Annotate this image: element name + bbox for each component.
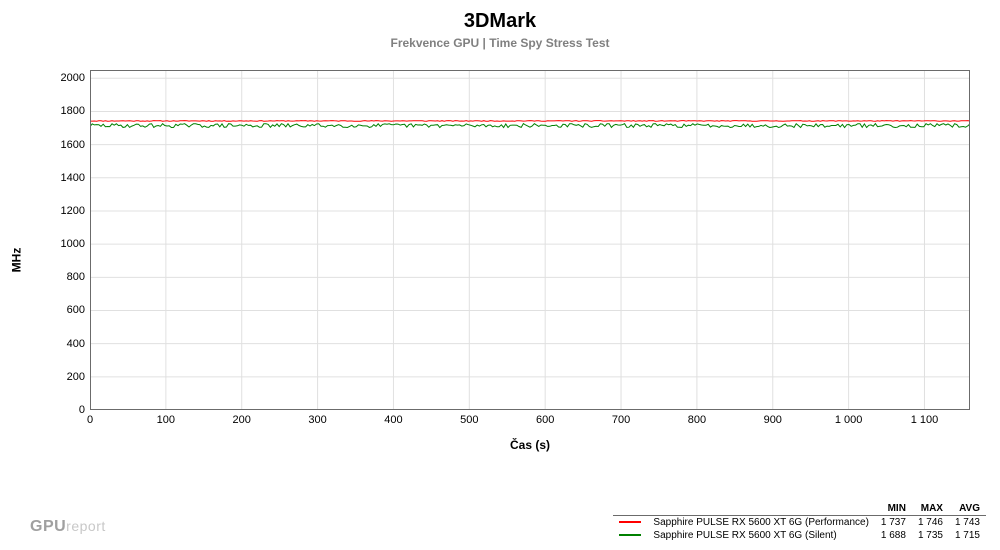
x-axis-label: Čas (s) (30, 438, 1000, 452)
x-tick-label: 500 (460, 414, 478, 426)
plot-border (90, 70, 970, 410)
chart-area: MHz Čas (s) 0200400600800100012001400160… (30, 60, 970, 460)
y-tick-label: 600 (45, 304, 85, 316)
plot-region (90, 70, 970, 410)
chart-subtitle: Frekvence GPU | Time Spy Stress Test (0, 36, 1000, 50)
legend-header-avg: AVG (949, 502, 986, 516)
y-tick-label: 2000 (45, 72, 85, 84)
x-tick-label: 600 (536, 414, 554, 426)
y-tick-label: 1200 (45, 205, 85, 217)
legend-min: 1 737 (875, 516, 912, 529)
legend-series-name: Sapphire PULSE RX 5600 XT 6G (Silent) (647, 529, 874, 542)
legend-max: 1 746 (912, 516, 949, 529)
y-tick-label: 800 (45, 271, 85, 283)
y-tick-label: 1400 (45, 172, 85, 184)
watermark: GPUreport (30, 518, 106, 536)
x-tick-label: 100 (157, 414, 175, 426)
y-tick-label: 1000 (45, 238, 85, 250)
x-tick-label: 1 000 (835, 414, 863, 426)
y-tick-label: 1600 (45, 139, 85, 151)
legend-swatch (619, 521, 641, 523)
watermark-light: report (66, 518, 106, 534)
legend-table: MIN MAX AVG Sapphire PULSE RX 5600 XT 6G… (613, 502, 986, 542)
legend-min: 1 688 (875, 529, 912, 542)
y-tick-label: 200 (45, 371, 85, 383)
y-tick-label: 1800 (45, 105, 85, 117)
x-tick-label: 900 (764, 414, 782, 426)
legend-header-max: MAX (912, 502, 949, 516)
legend-avg: 1 743 (949, 516, 986, 529)
x-tick-label: 700 (612, 414, 630, 426)
legend-swatch (619, 534, 641, 536)
x-tick-label: 400 (384, 414, 402, 426)
x-tick-label: 1 100 (911, 414, 939, 426)
x-tick-label: 300 (308, 414, 326, 426)
y-tick-label: 400 (45, 338, 85, 350)
chart-title: 3DMark (0, 10, 1000, 33)
x-tick-label: 200 (233, 414, 251, 426)
y-tick-label: 0 (45, 404, 85, 416)
x-tick-label: 800 (688, 414, 706, 426)
legend-avg: 1 715 (949, 529, 986, 542)
y-axis-label: MHz (9, 248, 23, 273)
x-tick-label: 0 (87, 414, 93, 426)
legend-header-row: MIN MAX AVG (613, 502, 986, 516)
legend-header-min: MIN (875, 502, 912, 516)
legend-row: Sapphire PULSE RX 5600 XT 6G (Silent)1 6… (613, 529, 986, 542)
legend-row: Sapphire PULSE RX 5600 XT 6G (Performanc… (613, 516, 986, 529)
legend-series-name: Sapphire PULSE RX 5600 XT 6G (Performanc… (647, 516, 874, 529)
watermark-strong: GPU (30, 518, 66, 535)
legend-max: 1 735 (912, 529, 949, 542)
legend: MIN MAX AVG Sapphire PULSE RX 5600 XT 6G… (613, 502, 986, 542)
